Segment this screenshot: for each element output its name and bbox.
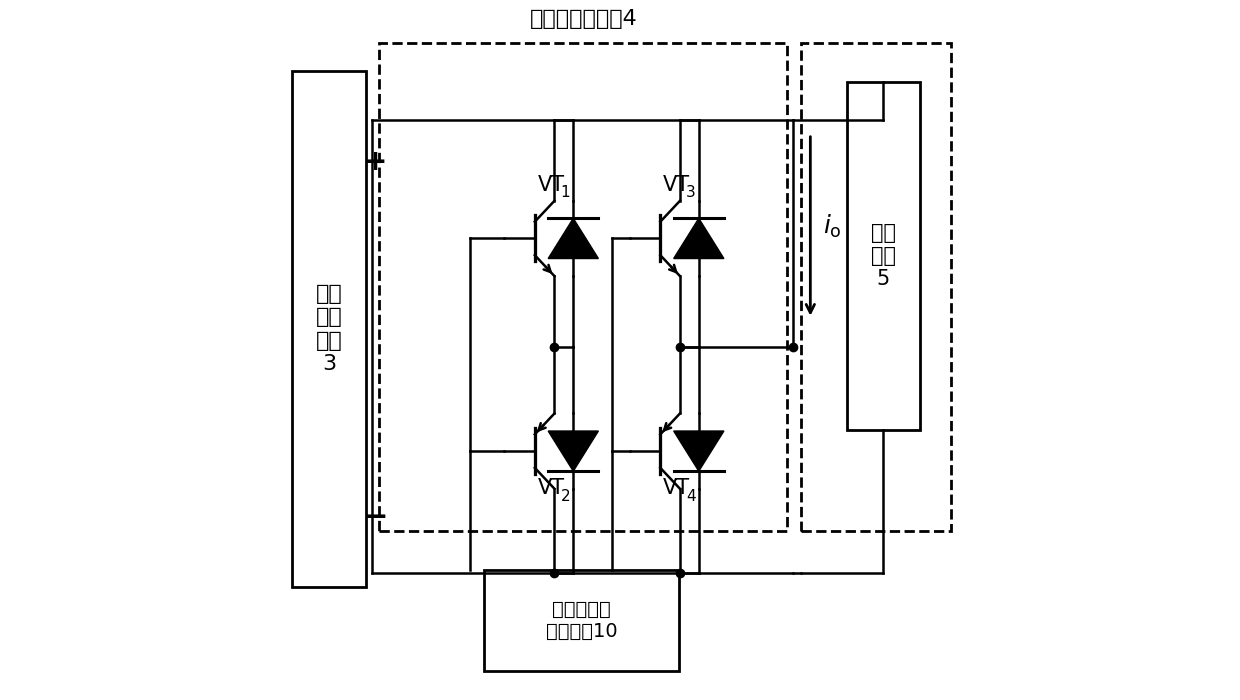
Text: 1: 1: [560, 185, 570, 200]
Text: $i_{\mathrm{o}}$: $i_{\mathrm{o}}$: [823, 213, 842, 240]
Text: 直流
恒流
电源
3: 直流 恒流 电源 3: [315, 284, 342, 374]
Bar: [379, 43, 787, 531]
Polygon shape: [548, 431, 599, 471]
Text: 4: 4: [686, 489, 696, 503]
Bar: [484, 570, 680, 671]
Text: 电流脉冲发生器4: 电流脉冲发生器4: [529, 9, 637, 29]
Text: VT: VT: [538, 174, 565, 195]
Text: 2: 2: [560, 489, 570, 503]
Bar: [801, 43, 951, 531]
Text: +: +: [365, 148, 388, 176]
Polygon shape: [673, 218, 724, 258]
Bar: [293, 71, 366, 587]
Text: 大地
负载
5: 大地 负载 5: [870, 223, 895, 289]
Polygon shape: [548, 218, 599, 258]
Text: 脉冲发生器
控制单元10: 脉冲发生器 控制单元10: [546, 600, 618, 640]
Text: VT: VT: [663, 478, 691, 498]
Text: VT: VT: [538, 478, 565, 498]
Text: VT: VT: [663, 174, 691, 195]
Bar: [847, 82, 920, 430]
Text: 3: 3: [686, 185, 696, 200]
Text: −: −: [363, 503, 388, 532]
Polygon shape: [673, 431, 724, 471]
